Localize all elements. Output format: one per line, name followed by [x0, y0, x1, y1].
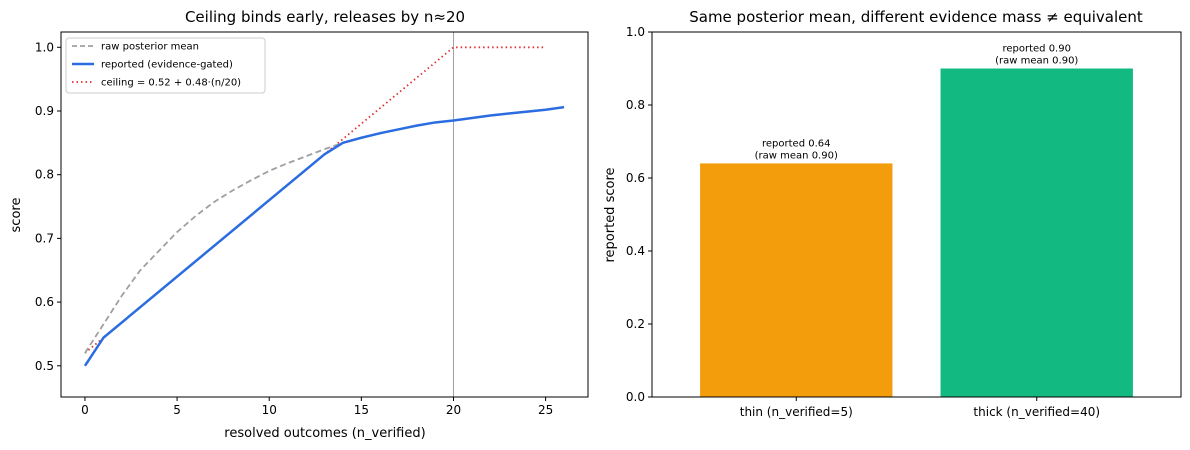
x-tick-label: 15: [354, 403, 369, 417]
legend-box: [65, 37, 266, 94]
series-line-reported: [83, 105, 565, 367]
legend-label-raw-mean: raw posterior mean: [101, 42, 199, 53]
y-tick-label: 0.8: [35, 168, 54, 182]
bar-annotation-line2: (raw mean 0.90): [755, 150, 838, 161]
legend-label-reported: reported (evidence-gated): [101, 60, 233, 71]
x-tick-label: 25: [538, 403, 553, 417]
y-axis-label: reported score: [603, 167, 618, 262]
y-tick-label: 1.0: [626, 25, 645, 39]
x-tick-label: thin (n_verified=5): [740, 405, 853, 419]
plot-area: reported 0.64(raw mean 0.90)thin (n_veri…: [626, 25, 1182, 419]
legend-label-ceiling: ceiling = 0.52 + 0.48·(n/20): [101, 78, 241, 89]
y-tick-label: 0.7: [35, 231, 54, 245]
legend: raw posterior mean reported (evidence-ga…: [65, 37, 266, 94]
bar-thin: [700, 163, 893, 397]
line-chart: Ceiling binds early, releases by n≈20 0 5…: [9, 8, 589, 441]
bar-chart: Same posterior mean, different evidence …: [603, 8, 1182, 419]
series-line-raw: [84, 141, 344, 354]
chart-title: Same posterior mean, different evidence …: [689, 8, 1143, 26]
plot-frame: [60, 31, 589, 398]
x-axis-label: resolved outcomes (n_verified): [224, 426, 425, 441]
bar-annotation-line1: reported 0.90: [1002, 44, 1071, 55]
bar-annotation-line2: (raw mean 0.90): [995, 56, 1078, 67]
x-tick-label: thick (n_verified=40): [973, 405, 1100, 419]
chart-title: Ceiling binds early, releases by n≈20: [185, 8, 465, 26]
bar-annotation-line1: reported 0.64: [762, 138, 831, 149]
x-tick-label: 5: [173, 403, 181, 417]
y-tick-label: 0.2: [626, 317, 645, 331]
y-tick-label: 1.0: [35, 40, 54, 54]
y-tick-label: 0.4: [626, 244, 645, 258]
y-tick-label: 0.6: [626, 171, 645, 185]
bar-thick: [940, 68, 1133, 397]
y-axis-label: score: [9, 198, 24, 233]
x-tick-label: 0: [81, 403, 89, 417]
series-line-ceiling: [84, 46, 546, 354]
y-tick-label: 0.6: [35, 295, 54, 309]
x-tick-label: 20: [446, 403, 461, 417]
y-tick-label: 0.8: [626, 98, 645, 112]
plot-area: 0 5 10 15 20 25 0.5 0.6 0.7 0.8 0.9 1.0: [35, 31, 589, 417]
y-tick-label: 0.9: [35, 104, 54, 118]
y-tick-label: 0.5: [35, 359, 54, 373]
x-tick-label: 10: [262, 403, 277, 417]
plot-frame: [651, 31, 1182, 398]
y-tick-label: 0.0: [626, 390, 645, 404]
